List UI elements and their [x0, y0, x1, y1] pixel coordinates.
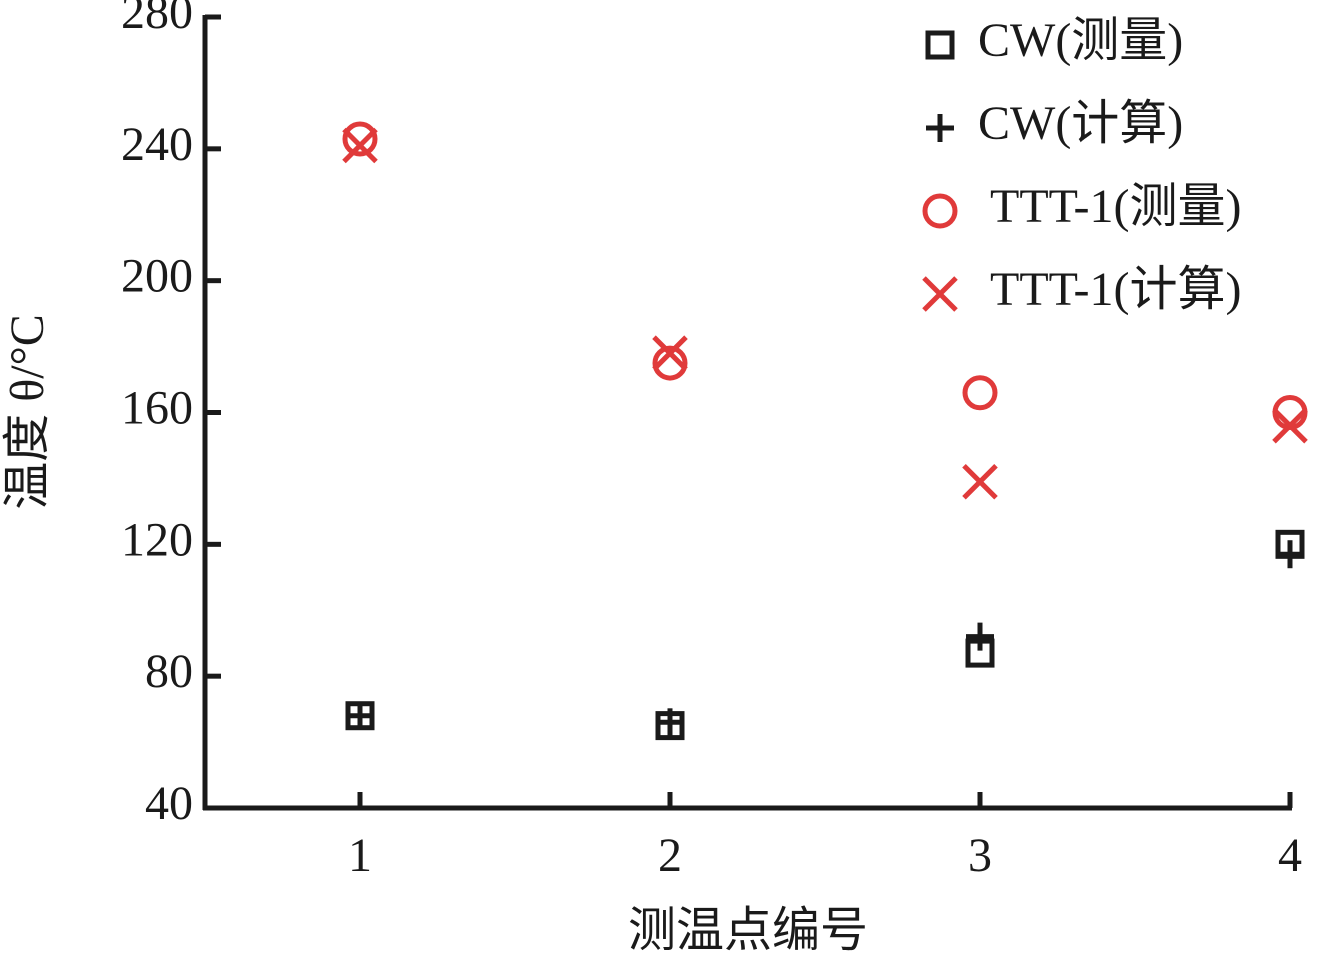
point [342, 121, 378, 157]
point [652, 345, 688, 381]
y-tick-label: 120 [121, 513, 193, 566]
legend-label: CW(测量) [978, 14, 1183, 67]
x-tick-label: 1 [348, 829, 372, 882]
y-tick-label: 280 [121, 0, 193, 39]
point [1276, 540, 1304, 569]
legend-marker [925, 30, 955, 60]
point-part [1272, 407, 1308, 444]
legend-marker [922, 193, 958, 229]
legend-label: CW(计算) [978, 97, 1183, 150]
point [342, 127, 378, 164]
legend-marker [926, 114, 954, 142]
point [346, 701, 374, 730]
point-part [962, 463, 998, 500]
y-tick-label: 200 [121, 250, 193, 303]
legend-label: TTT-1(计算) [990, 263, 1242, 316]
y-tick-label: 160 [121, 382, 193, 435]
point [656, 708, 684, 737]
point-part [652, 335, 688, 371]
legend-marker-part [922, 276, 958, 312]
point [962, 375, 998, 411]
x-axis-label: 测温点编号 [628, 904, 868, 957]
legend-marker-part [925, 30, 955, 60]
point-part [962, 375, 998, 411]
legend-marker-part [922, 193, 958, 229]
legend-marker [922, 276, 958, 312]
point [1272, 407, 1308, 444]
y-tick-label: 40 [145, 777, 193, 830]
point-part [342, 127, 378, 164]
legend-label: TTT-1(测量) [990, 180, 1242, 233]
point [966, 622, 994, 651]
x-tick-label: 4 [1278, 829, 1302, 882]
y-tick-label: 80 [145, 645, 193, 698]
point-part [342, 121, 378, 157]
y-axis-label: 温度 θ/°C [1, 314, 54, 510]
y-tick-label: 240 [121, 118, 193, 171]
point [962, 463, 998, 500]
x-tick-label: 2 [658, 829, 682, 882]
point [652, 335, 688, 371]
point-part [652, 345, 688, 381]
x-tick-label: 3 [968, 829, 992, 882]
